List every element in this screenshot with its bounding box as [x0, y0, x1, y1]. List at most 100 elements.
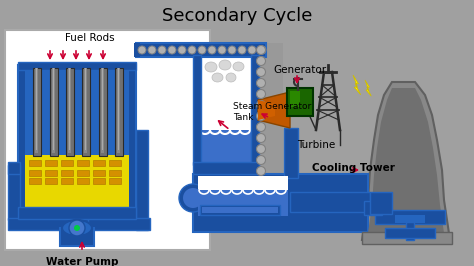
Bar: [193, 43, 283, 223]
Circle shape: [256, 89, 265, 98]
Bar: [198, 130, 253, 165]
Bar: [193, 55, 201, 165]
Bar: [77, 160, 89, 166]
Bar: [66, 68, 74, 156]
Bar: [115, 68, 123, 156]
Bar: [88, 218, 150, 230]
Bar: [60, 228, 94, 246]
Circle shape: [218, 46, 226, 54]
Bar: [364, 201, 382, 215]
Bar: [136, 43, 266, 57]
Bar: [29, 178, 41, 184]
Bar: [36, 68, 37, 150]
Ellipse shape: [179, 184, 207, 212]
Bar: [290, 192, 370, 212]
Bar: [85, 68, 86, 150]
Circle shape: [256, 56, 265, 65]
Ellipse shape: [205, 62, 217, 72]
Bar: [45, 178, 57, 184]
Bar: [50, 68, 58, 156]
Bar: [25, 155, 129, 207]
Ellipse shape: [62, 220, 92, 236]
Bar: [18, 62, 136, 70]
Bar: [258, 108, 288, 120]
Bar: [109, 170, 121, 176]
Polygon shape: [367, 88, 445, 240]
Bar: [93, 178, 105, 184]
Text: Fuel Rods: Fuel Rods: [65, 33, 115, 43]
Bar: [202, 207, 278, 213]
Text: Secondary Cycle: Secondary Cycle: [162, 7, 312, 25]
Polygon shape: [362, 82, 450, 240]
Bar: [284, 128, 298, 178]
Bar: [290, 91, 300, 107]
Polygon shape: [258, 92, 290, 128]
Circle shape: [158, 46, 166, 54]
Bar: [29, 160, 41, 166]
Bar: [395, 215, 425, 223]
Bar: [99, 68, 107, 156]
Bar: [45, 170, 57, 176]
Bar: [406, 222, 414, 240]
Ellipse shape: [226, 73, 236, 82]
Bar: [77, 170, 89, 176]
Bar: [136, 130, 148, 230]
Text: Cooling Tower: Cooling Tower: [312, 163, 395, 173]
Text: Turbine: Turbine: [297, 140, 335, 150]
Bar: [8, 218, 88, 230]
Bar: [33, 68, 41, 156]
Bar: [84, 68, 87, 153]
Bar: [101, 68, 104, 153]
Bar: [29, 170, 41, 176]
Bar: [53, 68, 54, 150]
Ellipse shape: [183, 188, 203, 208]
Bar: [45, 160, 57, 166]
Circle shape: [238, 46, 246, 54]
Bar: [35, 68, 38, 153]
Circle shape: [256, 144, 265, 153]
Text: Generator: Generator: [273, 65, 327, 75]
Bar: [52, 68, 55, 153]
Bar: [200, 205, 280, 215]
Bar: [385, 228, 435, 238]
Circle shape: [198, 46, 206, 54]
Bar: [93, 170, 105, 176]
Bar: [61, 160, 73, 166]
Bar: [109, 160, 121, 166]
Ellipse shape: [212, 73, 223, 82]
Bar: [118, 68, 119, 150]
Bar: [134, 43, 140, 57]
Circle shape: [256, 167, 265, 176]
Bar: [251, 55, 259, 165]
Text: Steam Generator
Tank: Steam Generator Tank: [233, 102, 311, 122]
Bar: [69, 68, 70, 150]
Bar: [193, 174, 368, 232]
Polygon shape: [353, 75, 361, 95]
Bar: [77, 178, 89, 184]
Bar: [193, 162, 259, 174]
Text: Water Pump: Water Pump: [46, 257, 118, 266]
Circle shape: [188, 46, 196, 54]
Bar: [375, 210, 445, 224]
Circle shape: [258, 46, 266, 54]
Bar: [362, 232, 452, 244]
Circle shape: [74, 225, 80, 231]
Bar: [198, 176, 288, 216]
Bar: [61, 178, 73, 184]
Bar: [370, 192, 392, 214]
Circle shape: [256, 101, 265, 110]
Circle shape: [256, 68, 265, 77]
Polygon shape: [258, 100, 275, 120]
Bar: [93, 160, 105, 166]
Bar: [8, 162, 20, 174]
Circle shape: [256, 156, 265, 164]
Polygon shape: [365, 80, 371, 96]
Circle shape: [69, 220, 85, 236]
Circle shape: [168, 46, 176, 54]
Bar: [8, 165, 20, 220]
Circle shape: [256, 134, 265, 143]
Bar: [102, 68, 103, 150]
Bar: [117, 68, 120, 153]
Bar: [198, 55, 253, 165]
Bar: [82, 68, 90, 156]
